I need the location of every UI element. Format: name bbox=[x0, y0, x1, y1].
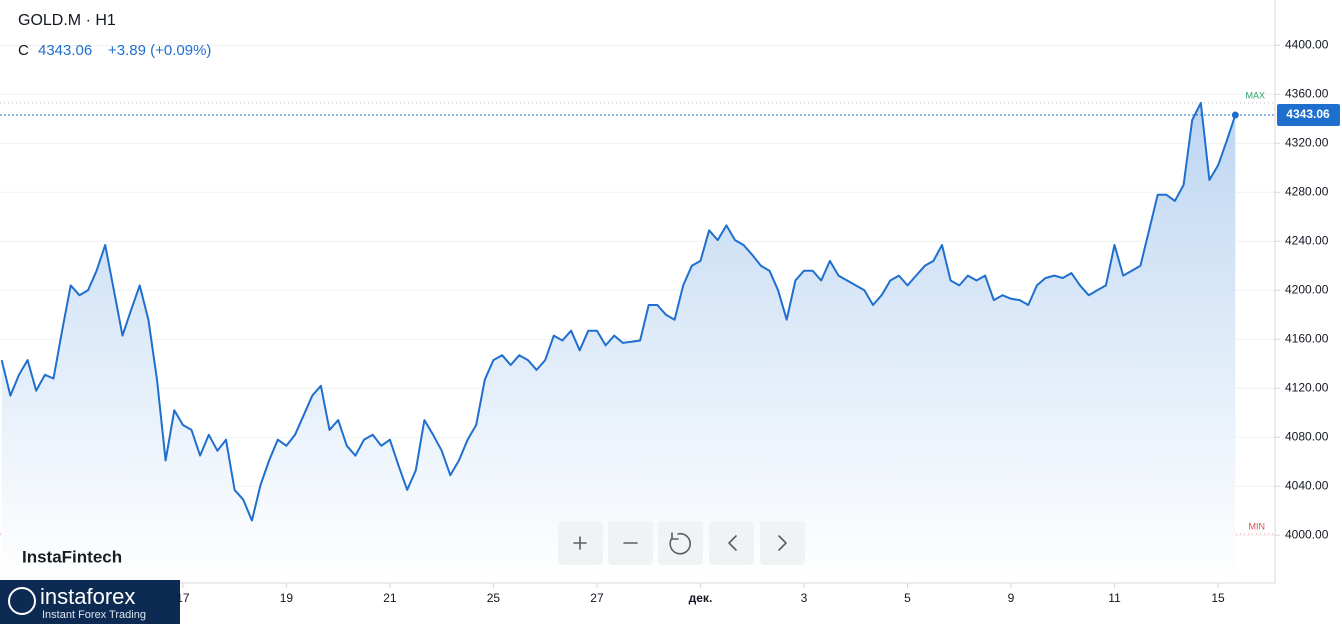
logo-name: instaforex bbox=[40, 584, 135, 609]
x-tick-label: 15 bbox=[1211, 591, 1225, 605]
reset-icon bbox=[669, 532, 691, 555]
x-tick-label: дек. bbox=[689, 591, 713, 605]
y-tick-label: 4240.00 bbox=[1285, 233, 1329, 247]
x-tick-label: 21 bbox=[383, 591, 397, 605]
scroll-right-icon bbox=[778, 535, 787, 551]
last-price-box bbox=[1277, 104, 1340, 127]
watermark: InstaFintech bbox=[22, 547, 122, 566]
zoom-in-icon bbox=[573, 536, 587, 550]
price-line bbox=[0, 101, 1237, 522]
price: 4343.06 bbox=[38, 42, 92, 59]
y-tick-label: 4080.00 bbox=[1285, 429, 1329, 443]
min-label: MIN bbox=[1249, 521, 1266, 531]
y-tick-label: 4160.00 bbox=[1285, 331, 1329, 345]
x-tick-label: 3 bbox=[801, 591, 808, 605]
logo-tagline: Instant Forex Trading bbox=[42, 609, 146, 621]
y-tick-label: 4040.00 bbox=[1285, 478, 1329, 492]
x-tick-label: 27 bbox=[590, 591, 604, 605]
y-tick-label: 4400.00 bbox=[1285, 37, 1329, 51]
x-tick-label: 5 bbox=[904, 591, 911, 605]
symbol: GOLD.M · H1 bbox=[18, 12, 116, 29]
last-point bbox=[1231, 111, 1239, 119]
y-tick-label: 4320.00 bbox=[1285, 135, 1329, 149]
reset-button[interactable] bbox=[658, 521, 703, 565]
x-tick-label: 19 bbox=[280, 591, 294, 605]
toolbar bbox=[558, 521, 805, 565]
y-tick-label: 4200.00 bbox=[1285, 282, 1329, 296]
logo-box bbox=[0, 580, 180, 624]
y-tick-label: 4280.00 bbox=[1285, 184, 1329, 198]
logo-icon bbox=[8, 587, 36, 615]
price-change: +3.89 (+0.09%) bbox=[108, 42, 211, 59]
x-tick-label: 11 bbox=[1108, 591, 1121, 605]
scroll-left-icon bbox=[728, 535, 737, 551]
max-label: MAX bbox=[1245, 90, 1265, 100]
scroll-right-button[interactable] bbox=[760, 521, 805, 565]
y-tick-label: 4360.00 bbox=[1285, 86, 1329, 100]
y-tick-label: 4440.00 bbox=[1285, 0, 1329, 2]
price-field: C bbox=[18, 42, 29, 59]
y-tick-label: 4120.00 bbox=[1285, 380, 1329, 394]
x-tick-label: 17 bbox=[176, 591, 190, 605]
y-tick-label: 4000.00 bbox=[1285, 527, 1329, 541]
area-fill bbox=[1, 102, 1236, 584]
last-price-label: 4343.06 bbox=[1286, 107, 1330, 121]
x-tick-label: 9 bbox=[1008, 591, 1015, 605]
scroll-left-button[interactable] bbox=[709, 521, 754, 565]
logo: instaforex Instant Forex Trading bbox=[0, 580, 180, 624]
x-tick-label: 25 bbox=[487, 591, 501, 605]
